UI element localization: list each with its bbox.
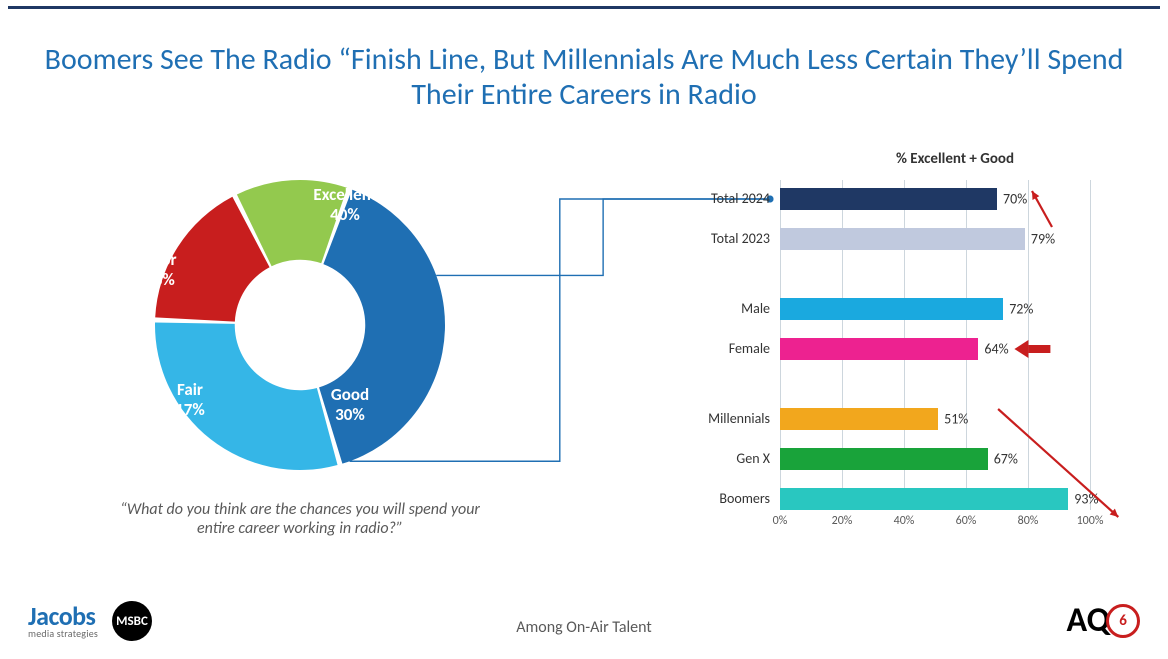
bar-value-label: 93% — [1074, 491, 1098, 508]
jacobs-tagline: media strategies — [28, 629, 98, 639]
bar-category-label: Male — [741, 302, 780, 316]
bar-value-label: 72% — [1009, 301, 1033, 318]
bar-row: Male72% — [780, 298, 1090, 320]
bar-row: Total 202379% — [780, 228, 1090, 250]
donut-svg — [100, 155, 500, 495]
bar-category-label: Millennials — [708, 412, 780, 426]
bar-group-gender: Male72% Female64% — [780, 298, 1090, 378]
aq6-text: AQ — [1067, 600, 1110, 641]
footer-logos-left: Jacobs media strategies MSBC — [28, 601, 152, 641]
bar-row: Gen X67% — [780, 448, 1090, 470]
bar-row: Female64% — [780, 338, 1090, 360]
bar-row: Millennials51% — [780, 408, 1090, 430]
bar-group-totals: Total 202470% Total 202379% — [780, 188, 1090, 268]
jacobs-word: Jacobs — [28, 603, 98, 629]
bar-category-label: Gen X — [736, 452, 780, 466]
bar-gen-x: 67% — [780, 448, 988, 470]
bar-value-label: 51% — [944, 411, 968, 428]
bar-value-label: 79% — [1031, 231, 1055, 248]
donut-slice-good — [155, 322, 338, 470]
bar-category-label: Total 2024 — [711, 192, 780, 206]
bar-row: Total 202470% — [780, 188, 1090, 210]
bar-value-label: 70% — [1003, 191, 1027, 208]
bar-value-label: 64% — [984, 341, 1008, 358]
bar-chart: % Excellent + Good 0%20%40%60%80%100%Tot… — [660, 150, 1130, 550]
bar-boomers: 93% — [780, 488, 1068, 510]
bar-category-label: Boomers — [719, 492, 780, 506]
bar-millennials: 51% — [780, 408, 938, 430]
bar-male: 72% — [780, 298, 1003, 320]
bar-category-label: Female — [729, 342, 780, 356]
bar-total-2023: 79% — [780, 228, 1025, 250]
donut-chart: Excellent40%Good30%Fair17%Poor13% — [100, 155, 500, 495]
bar-chart-title: % Excellent + Good — [810, 150, 1100, 168]
donut-slice-excellent — [319, 190, 445, 464]
bar-total-2024: 70% — [780, 188, 997, 210]
survey-question-caption: “What do you think are the chances you w… — [120, 500, 480, 538]
gridline — [1090, 180, 1091, 510]
bar-value-label: 67% — [994, 451, 1018, 468]
bar-row: Boomers93% — [780, 488, 1090, 510]
bar-category-label: Total 2023 — [711, 232, 780, 246]
msbc-logo: MSBC — [112, 601, 152, 641]
jacobs-logo: Jacobs media strategies — [28, 603, 98, 639]
page-title: Boomers See The Radio “Finish Line, But … — [40, 42, 1128, 113]
aq6-badge: 6 — [1106, 604, 1140, 638]
footer-note: Among On-Air Talent — [0, 618, 1168, 637]
bar-group-generation: Millennials51% Gen X67% Boomers93% — [780, 408, 1090, 528]
aq6-logo: AQ 6 — [1067, 600, 1140, 641]
top-rule — [8, 6, 1160, 9]
bar-female: 64% — [780, 338, 978, 360]
bar-plot-area: 0%20%40%60%80%100%Total 202470%Total 202… — [780, 180, 1090, 528]
